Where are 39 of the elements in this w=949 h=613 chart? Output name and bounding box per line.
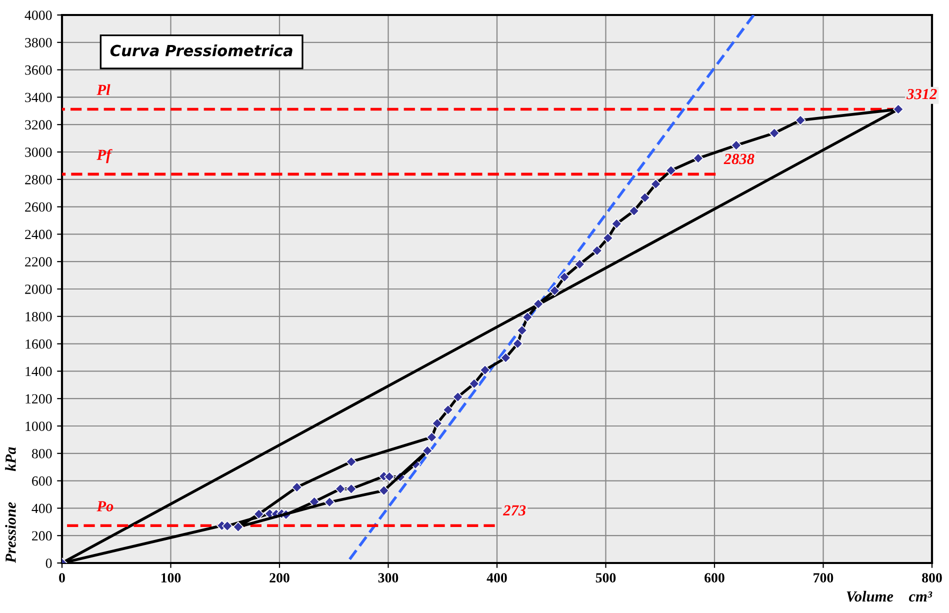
x-tick-label: 100	[161, 573, 181, 582]
data-label: 3312	[906, 88, 937, 100]
y-tick-label: 4000	[24, 10, 52, 20]
y-tick-label: 3200	[25, 120, 52, 130]
y-tick-label: 3800	[25, 38, 52, 48]
y-tick-label: 800	[32, 448, 52, 458]
x-tick-label: 200	[270, 573, 290, 582]
x-tick-label: 300	[378, 573, 398, 582]
y-axis-title: Pressione kPa	[5, 447, 16, 564]
y-tick-label: 2800	[25, 174, 52, 184]
series-label: Po	[96, 501, 114, 512]
series-label: Pf	[96, 149, 112, 164]
data-label: 2838	[724, 154, 754, 164]
x-tick-label: 500	[596, 573, 616, 582]
y-tick-label: 2000	[25, 284, 52, 294]
series-label: Pl	[96, 84, 110, 95]
y-tick-label: 1200	[26, 394, 52, 404]
y-tick-label: 2600	[25, 202, 52, 212]
x-tick-label: 700	[814, 573, 834, 582]
y-tick-label: 2400	[25, 230, 52, 240]
y-tick-label: 3000	[25, 148, 52, 157]
y-tick-label: 1000	[26, 422, 52, 431]
y-tick-label: 1800	[26, 312, 52, 322]
y-tick-label: 0	[46, 558, 52, 568]
data-label: 273	[502, 505, 526, 516]
y-tick-label: 200	[32, 531, 52, 541]
text: Curva Pressiometrica	[110, 44, 292, 56]
y-tick-label: 1400	[26, 366, 52, 376]
x-tick-label: 600	[704, 573, 724, 582]
x-tick-label: 400	[486, 573, 507, 582]
y-tick-label: 400	[32, 504, 52, 514]
x-tick-label: 800	[922, 573, 942, 582]
y-tick-label: 1600	[26, 339, 52, 349]
x-tick-label: 0	[59, 573, 65, 582]
y-tick-label: 2200	[25, 257, 52, 267]
y-tick-label: 3400	[25, 92, 52, 102]
x-axis-title: Volume cm³	[846, 590, 932, 602]
y-tick-label: 3600	[25, 65, 52, 75]
y-tick-label: 600	[32, 476, 52, 486]
